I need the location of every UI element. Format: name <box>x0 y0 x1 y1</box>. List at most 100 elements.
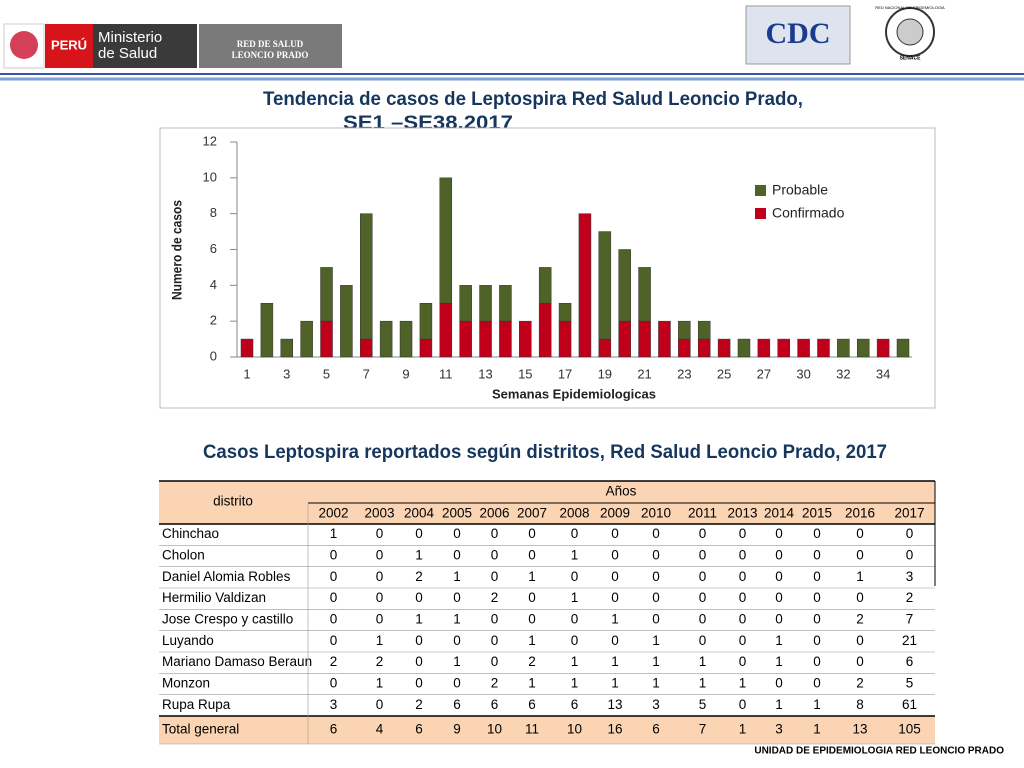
cell: 1 <box>415 548 423 563</box>
cell: 3 <box>775 722 783 737</box>
cell: 0 <box>376 569 384 584</box>
x-tick-label: 13 <box>478 366 492 381</box>
cell: 0 <box>571 633 579 648</box>
cell: 2 <box>906 590 914 605</box>
bar-segment <box>817 338 830 358</box>
bar-segment <box>379 320 393 358</box>
bar-segment <box>439 303 453 358</box>
x-tick-label: 1 <box>243 366 250 381</box>
cell: 0 <box>856 633 864 648</box>
column-header: 2006 <box>479 506 509 521</box>
cell: 0 <box>699 612 707 627</box>
y-tick-label: 8 <box>210 205 217 220</box>
cell: 9 <box>453 722 461 737</box>
cell: 0 <box>856 590 864 605</box>
column-header: 2011 <box>688 506 717 521</box>
cell: 0 <box>330 590 338 605</box>
cell: 1 <box>571 654 579 669</box>
column-header: 2008 <box>559 506 589 521</box>
cell: 1 <box>652 676 660 691</box>
cell: 0 <box>699 548 707 563</box>
cell: 0 <box>376 697 384 712</box>
bar-segment <box>558 320 572 358</box>
cell: 0 <box>813 654 821 669</box>
cell: 0 <box>699 633 707 648</box>
cell: 0 <box>739 612 747 627</box>
cell: 10 <box>567 722 582 737</box>
bar-segment <box>697 320 711 340</box>
cell: 0 <box>571 612 579 627</box>
cell: 0 <box>330 612 338 627</box>
bar-segment <box>876 338 890 358</box>
bar-segment <box>479 285 492 322</box>
cell: 61 <box>902 697 917 712</box>
row-name: Monzon <box>162 676 210 691</box>
cell: 0 <box>415 676 423 691</box>
row-name: Mariano Damaso Beraun <box>162 654 312 669</box>
cell: 0 <box>453 676 461 691</box>
cdc-text: CDC <box>766 17 831 50</box>
bar-segment <box>658 320 671 358</box>
cell: 0 <box>739 548 747 563</box>
x-tick-label: 15 <box>518 366 532 381</box>
bar-segment <box>896 338 910 358</box>
cell: 0 <box>652 548 660 563</box>
cell: 1 <box>415 612 423 627</box>
cell: 2 <box>376 654 384 669</box>
cell: 0 <box>376 526 384 541</box>
bar-segment <box>757 338 771 358</box>
bar-segment <box>320 320 333 358</box>
cell: 0 <box>415 590 423 605</box>
row-name: Chinchao <box>162 526 219 541</box>
cell: 6 <box>415 722 423 737</box>
cell: 6 <box>330 722 338 737</box>
cell: 2 <box>415 569 423 584</box>
row-name: Hermilio Valdizan <box>162 590 266 605</box>
cell: 1 <box>652 633 660 648</box>
cell: 0 <box>699 569 707 584</box>
x-tick-label: 5 <box>323 366 330 381</box>
ring-logo <box>885 7 935 57</box>
row-name: Luyando <box>162 633 214 648</box>
cell: 2 <box>856 612 864 627</box>
column-header: 2005 <box>442 506 472 521</box>
column-header: 2015 <box>802 506 832 521</box>
cell: 0 <box>813 569 821 584</box>
cell: 0 <box>376 612 384 627</box>
bar-segment <box>459 285 472 322</box>
cell: 1 <box>611 612 619 627</box>
row-name: Rupa Rupa <box>162 697 231 712</box>
x-tick-label: 30 <box>796 366 810 381</box>
cell: 0 <box>453 633 461 648</box>
cell: 0 <box>856 548 864 563</box>
bar-segment <box>419 338 433 358</box>
cell: 0 <box>528 526 536 541</box>
cell: 3 <box>906 569 914 584</box>
bar-segment <box>399 320 413 358</box>
cell: 0 <box>491 526 499 541</box>
bar-segment <box>837 338 850 358</box>
total-bg <box>159 716 935 744</box>
cell: 0 <box>491 612 499 627</box>
cell: 1 <box>813 722 821 737</box>
column-header: 2003 <box>364 506 394 521</box>
cell: 0 <box>906 548 914 563</box>
row-name: Total general <box>162 722 239 737</box>
cell: 4 <box>376 722 384 737</box>
cell: 1 <box>453 654 461 669</box>
cell: 2 <box>491 676 499 691</box>
cell: 1 <box>528 633 536 648</box>
cell: 6 <box>571 697 579 712</box>
ministry-text: Ministerio <box>98 29 162 46</box>
y-axis-label: Numero de casos <box>169 200 185 300</box>
bar-segment <box>360 338 373 358</box>
cell: 0 <box>611 526 619 541</box>
cell: 1 <box>775 654 783 669</box>
cell: 0 <box>739 569 747 584</box>
cell: 16 <box>607 722 622 737</box>
cell: 0 <box>775 612 783 627</box>
column-header: 2014 <box>764 506 795 521</box>
bar-segment <box>240 338 254 358</box>
bar-segment <box>678 338 691 358</box>
cell: 13 <box>852 722 867 737</box>
